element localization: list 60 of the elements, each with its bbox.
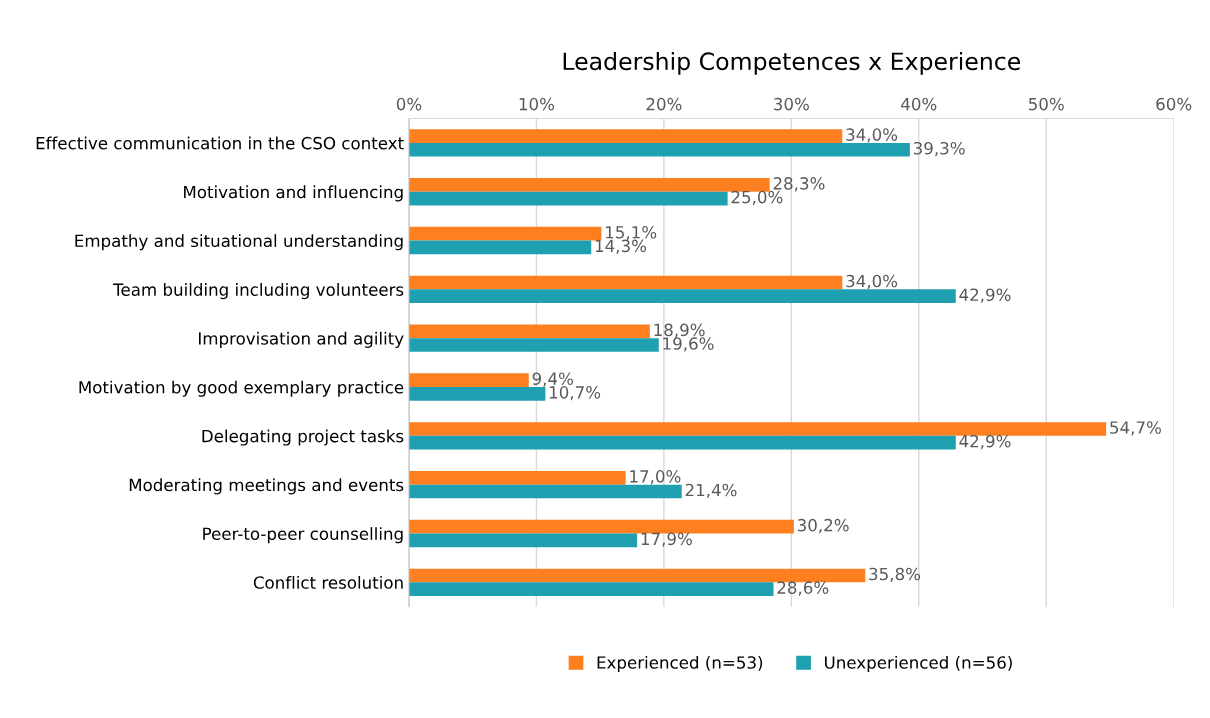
bar: [408, 568, 866, 583]
bar: [408, 435, 956, 450]
data-label: 34,0%: [846, 128, 898, 143]
data-label: 30,2%: [797, 518, 849, 534]
y-tick-label: Improvisation and agility: [199, 331, 404, 348]
y-tick-label: Moderating meetings and events: [129, 478, 404, 495]
x-tick-label: 10%: [519, 97, 555, 111]
x-tick-label: 30%: [774, 97, 809, 111]
data-label: 54,7%: [1110, 421, 1161, 436]
x-tick-label: 50%: [1029, 97, 1064, 111]
data-label: 9,4%: [532, 372, 573, 387]
data-label: 10,7%: [549, 386, 601, 401]
bar: [408, 129, 843, 143]
data-label: 35,8%: [869, 567, 921, 582]
data-label: 17,9%: [641, 532, 692, 547]
y-tick-label: Empathy and situational understanding: [75, 234, 403, 251]
x-tick-label: 60%: [1156, 97, 1192, 111]
x-tick-label: 40%: [901, 97, 937, 111]
bar: [408, 275, 843, 290]
bar: [408, 178, 770, 192]
data-label: 19,6%: [663, 337, 714, 352]
data-label: 21,4%: [685, 483, 737, 499]
data-label: 14,3%: [595, 239, 647, 254]
data-label: 34,0%: [846, 274, 898, 290]
data-label: 42,9%: [959, 434, 1011, 450]
data-label: 39,3%: [913, 141, 965, 157]
legend-label: Unexperienced (n=56): [825, 655, 1012, 673]
x-tick-label: 20%: [646, 97, 682, 111]
y-tick-label: Effective communication in the CSO context: [36, 136, 404, 150]
bar: [408, 373, 529, 387]
bar: [408, 470, 626, 485]
bar: [408, 484, 682, 499]
data-label: 28,3%: [773, 177, 825, 192]
y-tick-label: Peer-to-peer counselling: [203, 527, 403, 544]
data-label: 25,0%: [731, 190, 783, 206]
legend-label: Experienced (n=53): [597, 655, 763, 673]
bar: [408, 240, 592, 255]
y-tick-label: Conflict resolution: [253, 575, 403, 589]
y-tick-label: Motivation by good exemplary practice: [79, 380, 404, 397]
bar: [408, 519, 794, 534]
bar: [408, 387, 546, 401]
bar: [408, 289, 956, 304]
chart-title: Leadership Competences x Experience: [563, 51, 1021, 75]
bar: [408, 226, 602, 241]
y-tick-label: Motivation and influencing: [184, 185, 403, 202]
data-label: 28,6%: [777, 581, 829, 596]
data-label: 17,0%: [630, 470, 681, 485]
bar: [408, 422, 1107, 436]
x-tick-label: 0%: [396, 97, 422, 111]
data-label: 18,9%: [654, 323, 705, 338]
y-tick-label: Delegating project tasks: [202, 429, 404, 446]
bar: [408, 191, 728, 206]
y-tick-label: Team building including volunteers: [113, 283, 404, 300]
bar: [408, 533, 638, 548]
bar: [408, 582, 774, 596]
bar: [408, 324, 650, 339]
data-label: 42,9%: [959, 288, 1011, 303]
bar: [408, 338, 659, 352]
bar: [408, 142, 910, 157]
data-label: 15,1%: [606, 225, 657, 241]
